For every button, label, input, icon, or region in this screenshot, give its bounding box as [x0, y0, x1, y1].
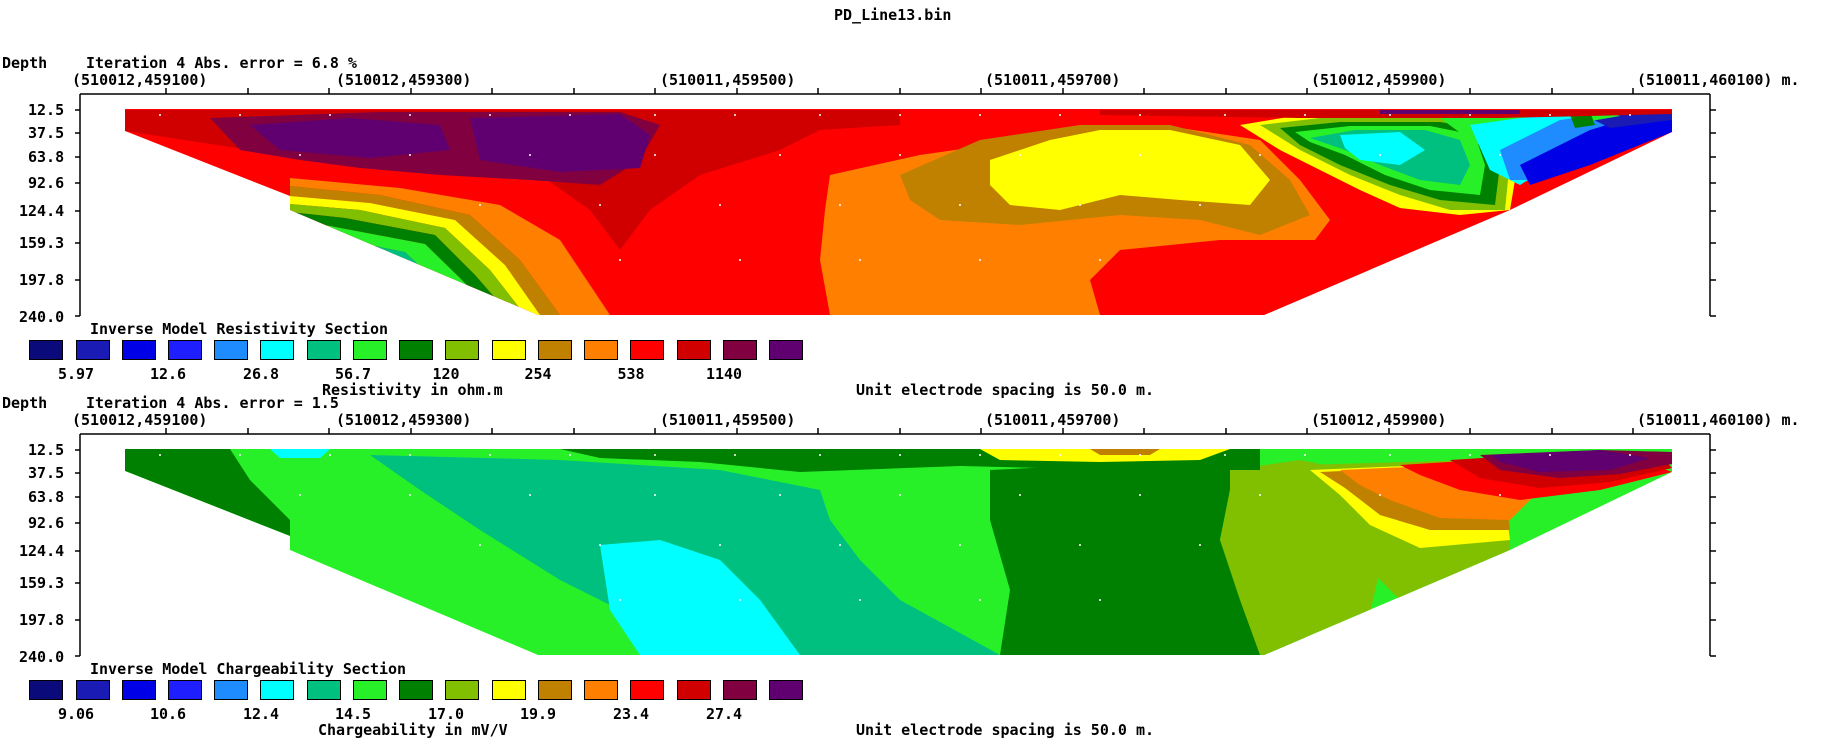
legend-value: 120 [432, 365, 460, 383]
depth-tick-label: 92.6 [28, 174, 65, 192]
coord-label: (510012,459100) [72, 411, 208, 429]
legend-swatch [769, 680, 803, 700]
spacing-text: Unit electrode spacing is 50.0 m. [856, 381, 1155, 399]
legend-swatch [630, 340, 664, 360]
coord-label: (510012,459900) [1311, 71, 1447, 89]
iteration-text: Iteration 4 Abs. error = 6.8 % [86, 54, 357, 72]
legend-swatch [584, 340, 618, 360]
legend-value: 17.0 [427, 705, 465, 723]
coord-label: (510012,459300) [336, 71, 472, 89]
legend-value: 56.7 [334, 365, 372, 383]
legend-swatch [29, 680, 63, 700]
legend-value: 10.6 [149, 705, 187, 723]
legend-value: 254 [524, 365, 552, 383]
legend-swatch [260, 680, 294, 700]
section-title: Inverse Model Chargeability Section [90, 660, 407, 678]
spacing-text: Unit electrode spacing is 50.0 m. [856, 721, 1155, 739]
depth-tick-label: 63.8 [28, 148, 65, 166]
depth-tick-label: 159.3 [19, 574, 65, 592]
legend-swatch [122, 340, 156, 360]
legend-swatch [769, 340, 803, 360]
window-title: PD_Line13.bin [834, 6, 952, 24]
coord-label: (510011,459700) [985, 411, 1121, 429]
legend-swatch [677, 680, 711, 700]
legend-value: 26.8 [242, 365, 280, 383]
legend-swatch [214, 680, 248, 700]
legend-swatch [677, 340, 711, 360]
depth-tick-label: 240.0 [19, 648, 65, 666]
depth-tick-label: 12.5 [28, 441, 65, 459]
depth-tick-label: 37.5 [28, 464, 65, 482]
legend-swatch [76, 680, 110, 700]
depth-tick-label: 197.8 [19, 611, 65, 629]
legend-swatch [723, 680, 757, 700]
legend-value: 538 [617, 365, 645, 383]
coord-label: (510011,460100) m. [1637, 411, 1800, 429]
legend-swatch [723, 340, 757, 360]
depth-tick-label: 63.8 [28, 488, 65, 506]
legend-swatch [630, 680, 664, 700]
depth-tick-label: 92.6 [28, 514, 65, 532]
legend-value: 9.06 [57, 705, 95, 723]
legend-swatch [307, 680, 341, 700]
coord-label: (510011,459500) [660, 71, 796, 89]
legend-swatch [168, 340, 202, 360]
legend-swatch [399, 340, 433, 360]
depth-label: Depth [2, 394, 48, 412]
legend-value: 5.97 [57, 365, 95, 383]
legend-swatch [445, 340, 479, 360]
legend-value: 12.6 [149, 365, 187, 383]
legend-swatch [353, 340, 387, 360]
coord-label: (510012,459300) [336, 411, 472, 429]
legend-swatch [353, 680, 387, 700]
legend-value: 27.4 [705, 705, 743, 723]
legend-swatch [260, 340, 294, 360]
coord-label: (510011,459700) [985, 71, 1121, 89]
depth-tick-label: 124.4 [19, 542, 65, 560]
legend-value: 1140 [705, 365, 743, 383]
depth-tick-label: 197.8 [19, 271, 65, 289]
legend-value: 19.9 [519, 705, 557, 723]
depth-tick-label: 240.0 [19, 308, 65, 326]
legend-swatch [492, 340, 526, 360]
depth-tick-label: 37.5 [28, 124, 65, 142]
legend-swatch [538, 680, 572, 700]
coord-label: (510012,459900) [1311, 411, 1447, 429]
legend-swatch [29, 340, 63, 360]
coord-label: (510011,460100) m. [1637, 71, 1800, 89]
legend-swatch [307, 340, 341, 360]
section-title: Inverse Model Resistivity Section [90, 320, 389, 338]
legend-swatch [399, 680, 433, 700]
legend-swatch [76, 340, 110, 360]
legend-swatch [492, 680, 526, 700]
legend-value: 14.5 [334, 705, 372, 723]
legend-value: 12.4 [242, 705, 280, 723]
unit-label: Chargeability in mV/V [318, 721, 508, 739]
coord-label: (510012,459100) [72, 71, 208, 89]
legend-swatch [214, 340, 248, 360]
coord-label: (510011,459500) [660, 411, 796, 429]
depth-label: Depth [2, 54, 48, 72]
legend-swatch [168, 680, 202, 700]
legend-swatch [584, 680, 618, 700]
legend-swatch [538, 340, 572, 360]
depth-tick-label: 12.5 [28, 101, 65, 119]
depth-tick-label: 124.4 [19, 202, 65, 220]
iteration-text: Iteration 4 Abs. error = 1.5 [86, 394, 339, 412]
depth-tick-label: 159.3 [19, 234, 65, 252]
legend-value: 23.4 [612, 705, 650, 723]
unit-label: Resistivity in ohm.m [322, 381, 503, 399]
legend-swatch [445, 680, 479, 700]
legend-swatch [122, 680, 156, 700]
